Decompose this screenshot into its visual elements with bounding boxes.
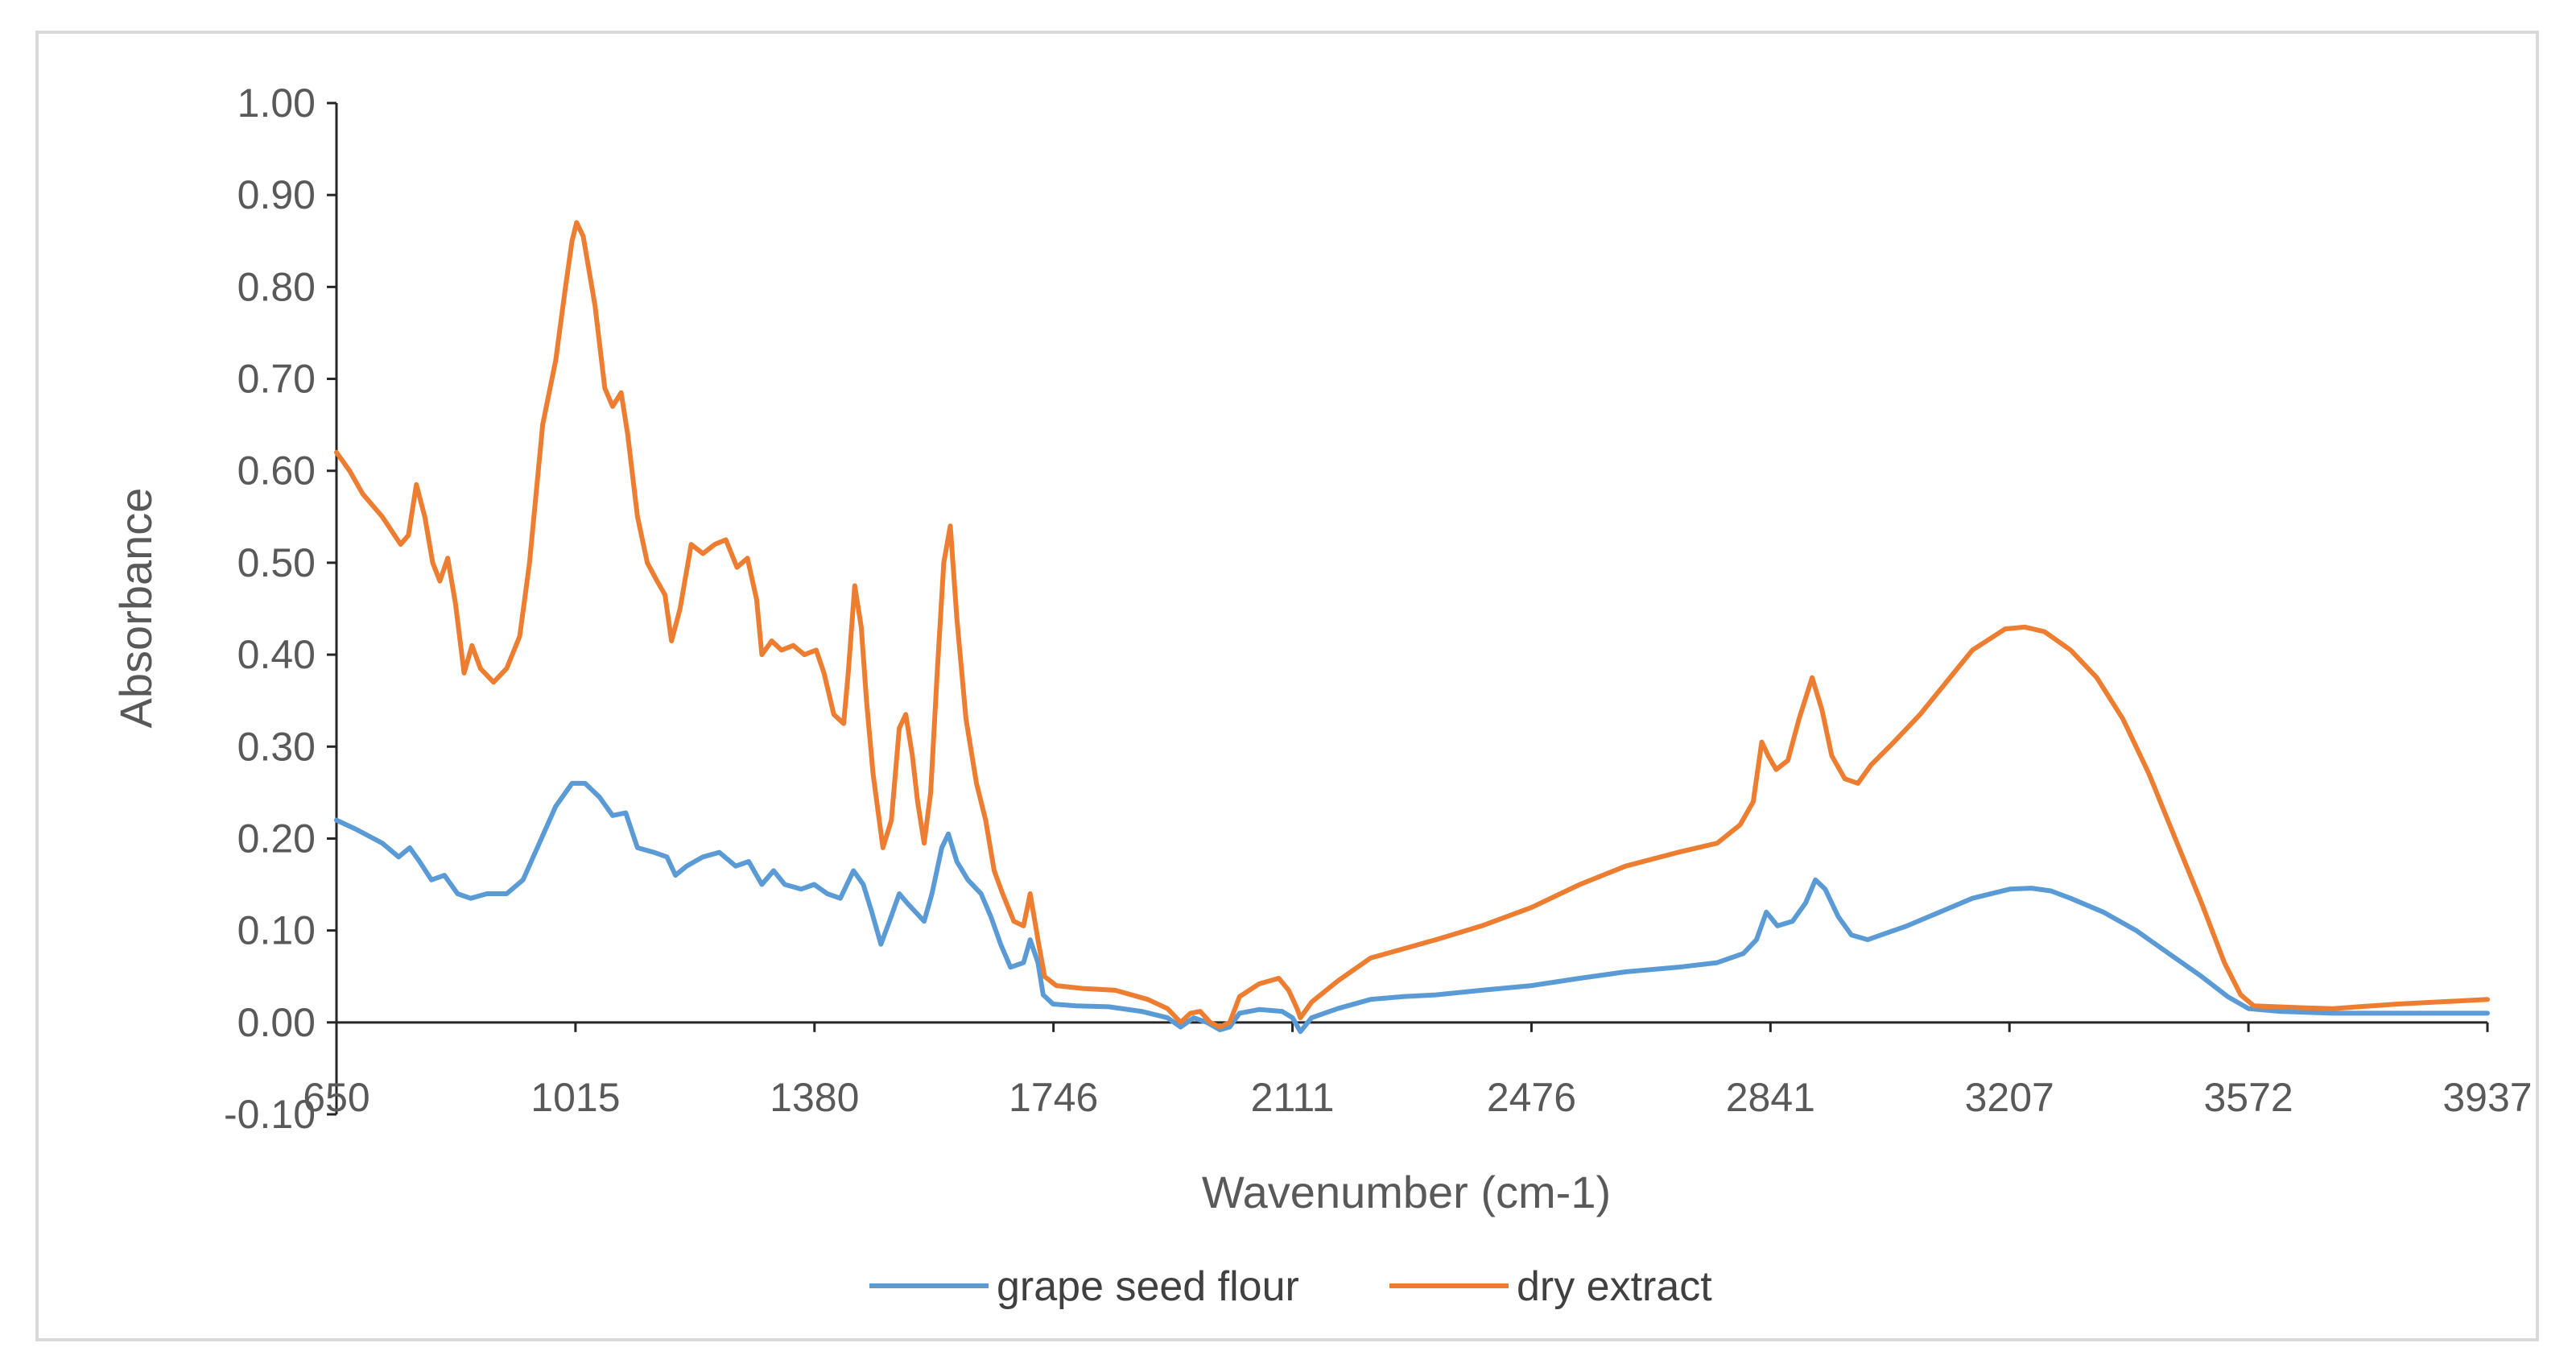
y-tick-label: 0.10 bbox=[237, 908, 316, 953]
x-tick-label: 3937 bbox=[2442, 1075, 2532, 1120]
series-line-grape-seed-flour bbox=[334, 780, 2490, 1035]
legend-label-dry-extract: dry extract bbox=[1517, 1263, 1712, 1310]
series-line-dry-extract bbox=[334, 220, 2490, 1030]
y-tick-label: 0.20 bbox=[237, 816, 316, 861]
y-tick-label: 0.40 bbox=[237, 632, 316, 677]
x-ticks: 650 1015 1380 1746 2111 2476 2841 3207 3572 3937 bbox=[303, 1022, 2533, 1120]
y-tick-label: 0.90 bbox=[237, 172, 316, 217]
legend-label-grape-seed-flour: grape seed flour bbox=[997, 1263, 1299, 1310]
x-tick-label: 2111 bbox=[1251, 1075, 1335, 1120]
y-tick-label: 0.00 bbox=[237, 1000, 316, 1045]
y-tick-label: 1.00 bbox=[237, 81, 316, 126]
y-ticks: 1.00 0.90 0.80 0.70 0.60 0.50 0.40 0.30 0.20 0.10… bbox=[224, 81, 336, 1137]
x-tick-label: 2841 bbox=[1726, 1075, 1815, 1120]
x-tick-label: 2476 bbox=[1487, 1075, 1576, 1120]
chart-frame bbox=[35, 31, 2539, 1341]
series-group bbox=[334, 220, 2490, 1035]
x-tick-label: 3207 bbox=[1965, 1075, 2054, 1120]
x-tick-label: 3572 bbox=[2203, 1075, 2293, 1120]
x-tick-label: 1015 bbox=[530, 1075, 620, 1120]
y-tick-label: 0.70 bbox=[237, 357, 316, 402]
y-tick-label: 0.50 bbox=[237, 540, 316, 585]
y-tick-label: 0.80 bbox=[237, 264, 316, 309]
x-axis-title: Wavenumber (cm-1) bbox=[1202, 1167, 1611, 1217]
x-tick-label: 1746 bbox=[1009, 1075, 1098, 1120]
y-tick-label: 0.60 bbox=[237, 448, 316, 494]
axes bbox=[335, 103, 2487, 1114]
legend: grape seed flour dry extract bbox=[869, 1263, 1712, 1310]
y-axis-title: Absorbance bbox=[110, 488, 161, 729]
y-tick-label: 0.30 bbox=[237, 724, 316, 769]
x-tick-label: 650 bbox=[303, 1075, 369, 1120]
x-tick-label: 1380 bbox=[770, 1075, 859, 1120]
y-tick-label: -0.10 bbox=[224, 1092, 316, 1137]
